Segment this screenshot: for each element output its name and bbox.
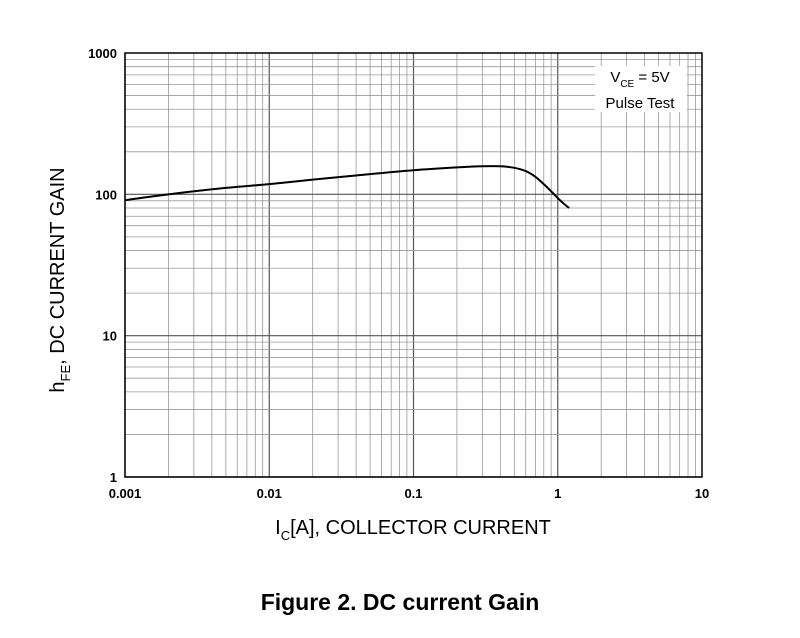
y-tick-label: 1000	[88, 46, 117, 61]
y-tick-label: 10	[103, 329, 117, 344]
y-axis-label: hFE, DC CURRENT GAIN	[47, 167, 73, 392]
x-tick-label: 0.001	[109, 486, 142, 501]
annotation-pulse-test: Pulse Test	[606, 95, 676, 112]
y-tick-label: 100	[95, 187, 117, 202]
x-tick-label: 0.1	[404, 486, 422, 501]
series-line	[124, 165, 570, 209]
annotation: VCE = 5V Pulse Test	[595, 66, 687, 112]
x-tick-label: 10	[695, 486, 709, 501]
x-axis-label: IC[A], COLLECTOR CURRENT	[275, 517, 551, 543]
figure-caption: Figure 2. DC current Gain	[260, 589, 540, 615]
grid	[124, 53, 702, 478]
x-tick-label: 1	[554, 486, 561, 501]
annotation-condition: VCE = 5V	[610, 69, 669, 90]
y-tick-label: 1	[110, 470, 117, 485]
chart: 0.001 0.01 0.1 1 10 1 10 100 1000 hFE, DC CURREN…	[47, 46, 709, 543]
plot-frame	[124, 52, 703, 478]
x-tick-label: 0.01	[257, 486, 282, 501]
tick-labels: 0.001 0.01 0.1 1 10 1 10 100 1000	[88, 46, 709, 501]
